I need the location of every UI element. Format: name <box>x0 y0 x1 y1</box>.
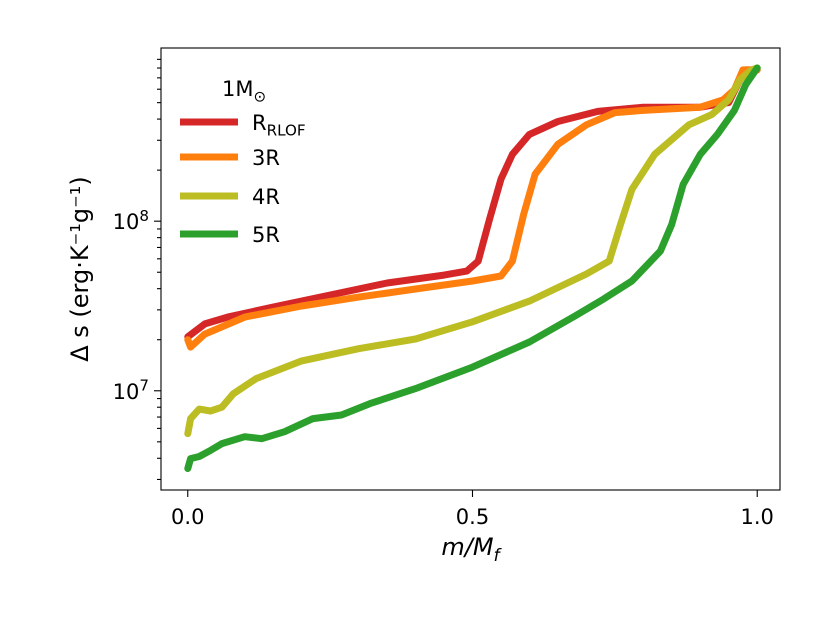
legend-label: 3R <box>252 146 280 170</box>
x-tick-label: 1.0 <box>741 505 774 529</box>
series-line <box>184 64 761 472</box>
x-tick-label: 0.5 <box>456 505 489 529</box>
x-tick-label: 0.0 <box>171 505 204 529</box>
plot-frame <box>160 47 781 491</box>
legend-title: 1M⊙ <box>222 77 266 105</box>
y-axis-label: Δ s (erg·K⁻¹g⁻¹) <box>66 176 94 362</box>
series-line <box>184 66 761 351</box>
legend-label: 4R <box>252 185 280 209</box>
series-line <box>184 64 761 438</box>
x-axis-label: m/Mf <box>441 533 502 566</box>
legend-label: 5R <box>252 223 280 247</box>
legend-label: RRLOF <box>252 111 306 139</box>
y-tick-label: 108 <box>113 207 149 234</box>
y-tick-label: 107 <box>113 376 149 403</box>
